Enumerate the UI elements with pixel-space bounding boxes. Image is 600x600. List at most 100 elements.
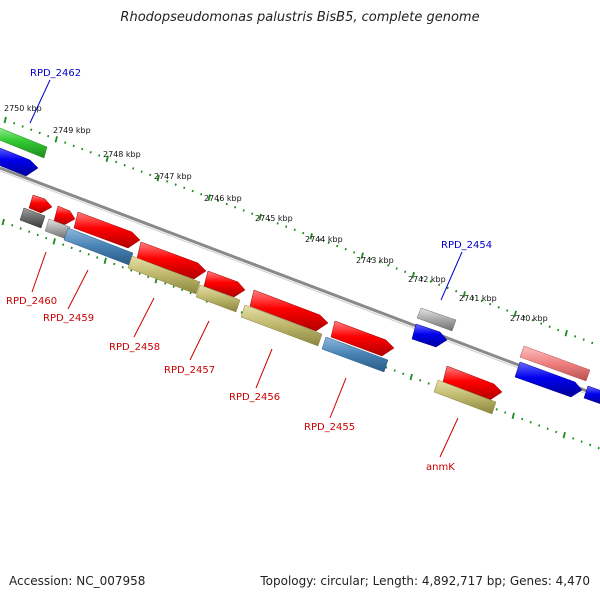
gene-feature-blue[interactable] — [0, 146, 39, 177]
gene-feature-olive[interactable] — [195, 284, 241, 313]
scale-tick-minor — [149, 173, 152, 177]
scale-tick-minor — [64, 141, 67, 144]
gene-feature-rpd-2457[interactable] — [136, 241, 207, 280]
gene-labels: RPD_2462 RPD_2454 RPD_2460 RPD_2459 RPD_… — [6, 68, 492, 473]
scale-tick-minor — [47, 134, 50, 138]
scale-tick-minor — [89, 151, 92, 154]
scale-tick-minor — [421, 277, 424, 280]
scale-tick-minor — [531, 319, 534, 322]
scale-tick-minor — [276, 222, 279, 225]
accession-text: Accession: NC_007958 — [9, 574, 146, 588]
gene-feature-pink[interactable] — [519, 345, 591, 382]
scale-tick-minor — [183, 186, 186, 190]
scale-label: 2747 kbp — [154, 172, 192, 181]
scale-tick-minor — [123, 163, 126, 167]
scale-tick-minor — [353, 251, 356, 254]
gene-feature-blue[interactable] — [583, 385, 600, 404]
scale-tick-minor — [438, 283, 441, 286]
scale-tick-major — [103, 257, 107, 264]
scale-tick-minor — [574, 335, 577, 338]
callout-line — [440, 251, 463, 301]
scale-tick-minor — [555, 430, 558, 434]
gene-feature-olive[interactable] — [433, 379, 497, 415]
scale-tick-minor — [395, 267, 398, 270]
scale-tick-minor — [427, 382, 430, 385]
scale-label: 2745 kbp — [255, 214, 293, 223]
gene-feature-gray[interactable] — [416, 307, 457, 332]
gene-feature-dgray[interactable] — [19, 207, 46, 229]
gene-track-upper — [0, 126, 600, 404]
gene-label-rpd-2456[interactable]: RPD_2456 — [229, 392, 280, 403]
scale-label: 2741 kbp — [459, 294, 497, 303]
scale-tick-minor — [504, 411, 507, 414]
genome-backbone-shadow — [0, 170, 600, 400]
gene-label-rpd-2455[interactable]: RPD_2455 — [304, 422, 355, 433]
gene-feature-olive[interactable] — [127, 255, 201, 295]
gene-feature-green[interactable] — [0, 126, 48, 159]
scale-tick-minor — [98, 154, 101, 157]
scale-label: 2746 kbp — [204, 194, 242, 203]
scale-tick-major — [360, 252, 364, 259]
scale-tick-major — [411, 271, 415, 279]
gene-feature-rpd-2458[interactable] — [73, 211, 141, 249]
gene-feature-anmk[interactable] — [442, 365, 503, 401]
scale-tick-minor — [113, 262, 116, 266]
scale-tick-minor — [480, 299, 483, 303]
gene-label-rpd-2459[interactable]: RPD_2459 — [43, 313, 94, 324]
scale-tick-minor — [30, 128, 33, 131]
gene-label-anmk[interactable]: anmK — [426, 462, 455, 473]
scale-tick-major — [513, 310, 517, 318]
scale-tick-minor — [597, 446, 600, 450]
scale-tick-major — [511, 412, 515, 420]
scale-tick-minor — [580, 440, 583, 443]
scale-tick-minor — [378, 260, 381, 264]
scale-tick-minor — [319, 238, 322, 241]
scale-tick-minor — [446, 286, 449, 290]
gene-label-rpd-2462[interactable]: RPD_2462 — [30, 68, 81, 79]
scale-label: 2742 kbp — [408, 275, 446, 284]
scale-tick-minor — [546, 427, 549, 430]
gene-feature-blue[interactable] — [411, 323, 448, 348]
scale-tick-minor — [87, 253, 90, 256]
scale-label: 2749 kbp — [53, 126, 91, 135]
scale-tick-minor — [429, 280, 432, 283]
callout-lines — [29, 79, 463, 458]
scale-tick-minor — [589, 443, 592, 447]
scale-tick-minor — [495, 408, 498, 411]
scale-tick-minor — [13, 122, 16, 125]
scale-tick-minor — [36, 233, 39, 237]
gene-feature-rpd-2455[interactable] — [330, 320, 395, 357]
scale-tick-minor — [497, 306, 500, 309]
gene-label-rpd-2454[interactable]: RPD_2454 — [441, 240, 492, 251]
scale-tick-minor — [172, 285, 175, 288]
scale-label: 2744 kbp — [305, 235, 343, 244]
scale-tick-major — [562, 431, 566, 439]
scale-tick-major — [52, 238, 56, 245]
gene-feature-steelblue[interactable] — [321, 336, 389, 373]
scale-tick-minor — [140, 170, 143, 173]
page-title: Rhodopseudomonas palustris BisB5, comple… — [120, 10, 480, 25]
scale-tick-minor — [529, 421, 532, 424]
scale-tick-minor — [189, 291, 192, 295]
gene-feature-red[interactable] — [203, 270, 246, 298]
callout-line — [133, 297, 155, 338]
gene-feature-rpd-2460[interactable] — [28, 194, 53, 214]
scale-tick-minor — [370, 257, 373, 261]
gene-label-rpd-2458[interactable]: RPD_2458 — [109, 342, 160, 353]
gene-feature-blue[interactable] — [514, 361, 583, 398]
gene-label-rpd-2460[interactable]: RPD_2460 — [6, 296, 57, 307]
scale-tick-minor — [489, 302, 492, 306]
gene-feature-olive[interactable] — [240, 304, 323, 347]
scale-tick-minor — [521, 417, 524, 421]
scale-tick-minor — [548, 325, 551, 328]
scale-tick-minor — [81, 147, 84, 151]
gene-feature-rpd-2459[interactable] — [53, 205, 76, 226]
gene-label-rpd-2457[interactable]: RPD_2457 — [164, 365, 215, 376]
scale-tick-minor — [572, 437, 575, 440]
scale-tick-minor — [200, 193, 203, 196]
scale-tick-minor — [402, 372, 405, 376]
gene-feature-rpd-2456[interactable] — [249, 289, 329, 332]
scale-tick-minor — [268, 218, 271, 222]
